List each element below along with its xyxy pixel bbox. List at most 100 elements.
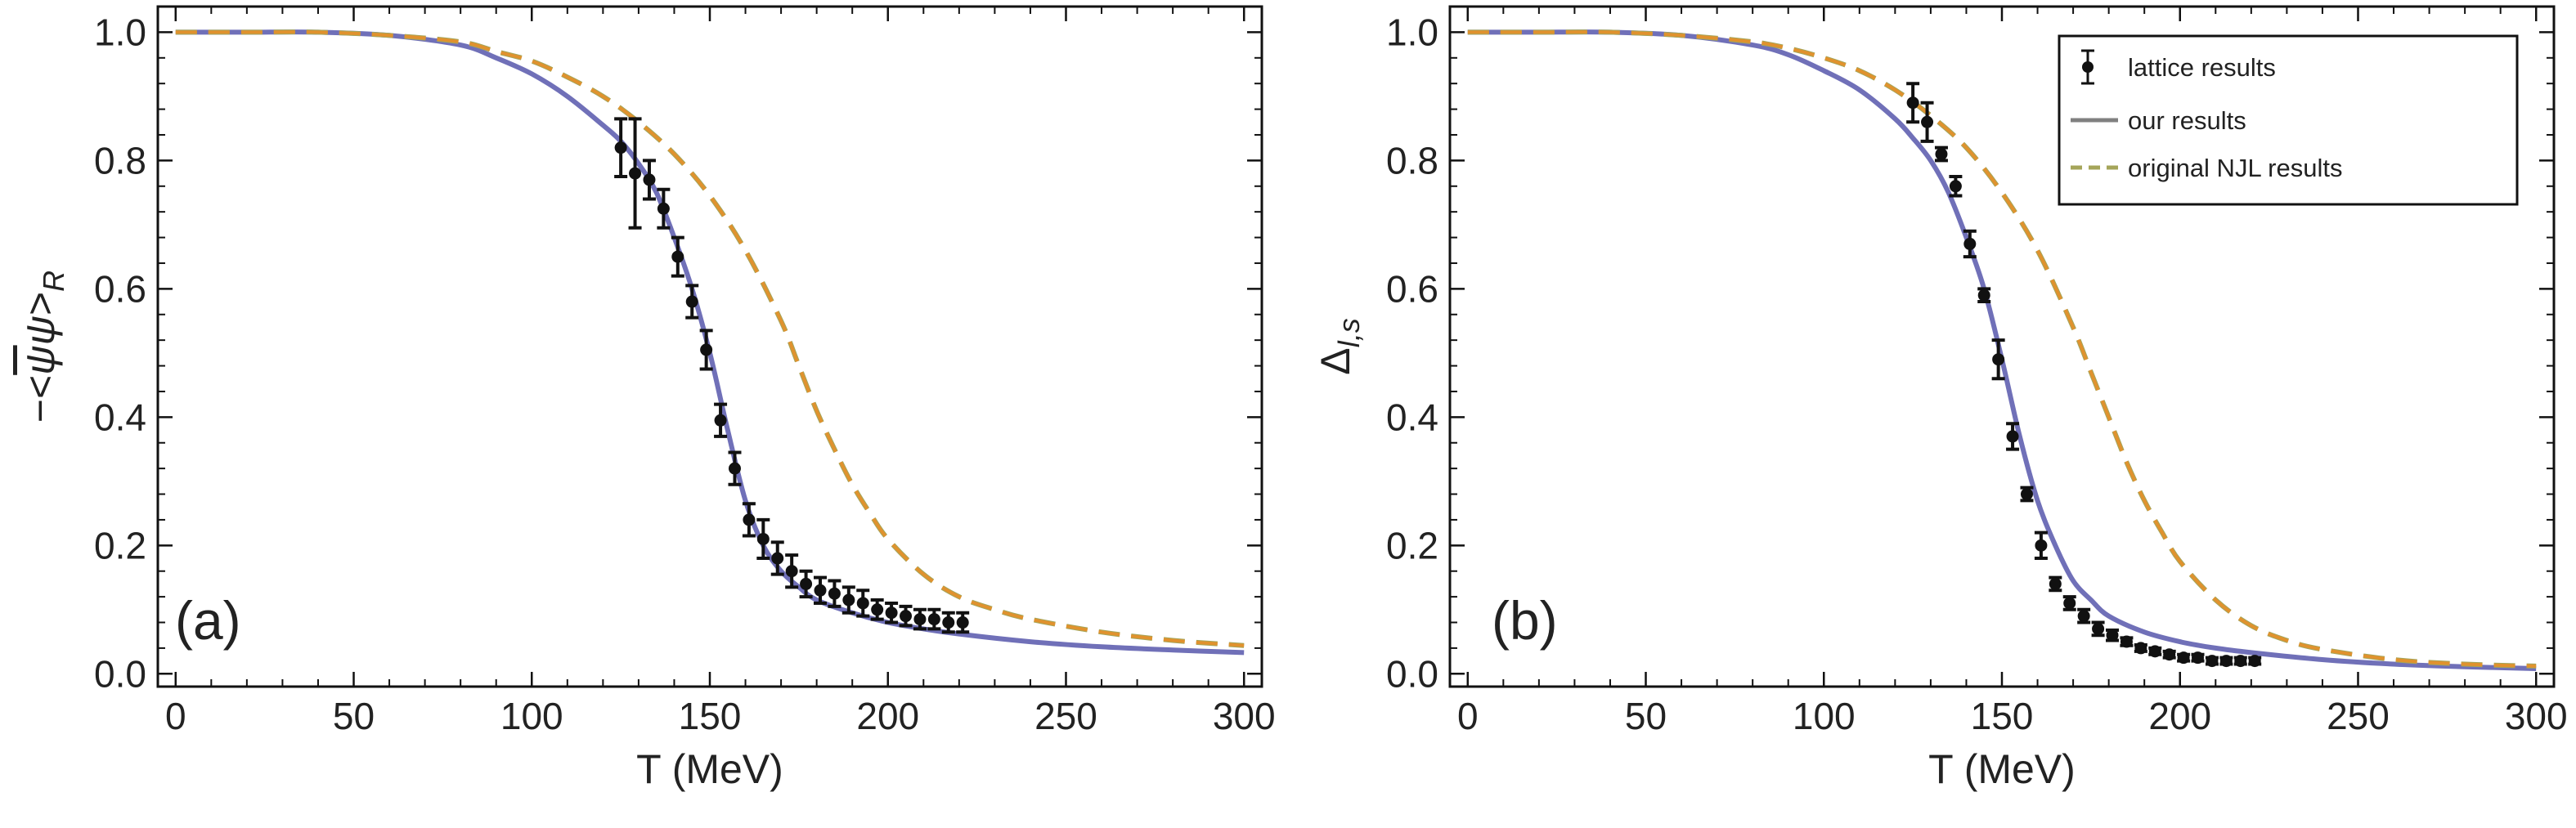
lattice-point (828, 587, 841, 600)
x-tick-label: 50 (1625, 695, 1667, 737)
legend-label-lattice: lattice results (2128, 53, 2276, 82)
lattice-point (2234, 655, 2247, 668)
y-tick-label: 0.2 (94, 524, 146, 566)
lattice-point (629, 167, 642, 180)
legend-entry-our: our results (2071, 106, 2246, 135)
x-tick-label: 200 (856, 695, 919, 737)
lattice-point (1921, 115, 1934, 128)
lattice-point (1963, 237, 1977, 250)
lattice-point (2092, 622, 2105, 635)
lattice-point (2106, 629, 2119, 642)
lattice-point (728, 462, 741, 475)
our-results-curve (175, 29, 1245, 656)
x-tick-label: 200 (2148, 695, 2211, 737)
lattice-point (714, 414, 727, 427)
lattice-points-a (614, 117, 970, 634)
lattice-point (700, 343, 713, 356)
lattice-point (2134, 642, 2147, 655)
y-tick-label: 0.8 (1386, 139, 1438, 181)
lattice-point (1949, 180, 1962, 193)
curves-a (175, 29, 1245, 656)
legend-label-our: our results (2128, 106, 2246, 135)
x-tick-label: 100 (500, 695, 563, 737)
y-tick-label: 0.0 (1386, 652, 1438, 695)
x-tick-label: 100 (1793, 695, 1856, 737)
x-tick-label: 0 (1457, 695, 1479, 737)
ticks-a: 0 50 100 150 200 250 300 0.0 0.2 0.4 0.6 0.8 1.0 (94, 7, 1276, 737)
lattice-point (871, 603, 884, 616)
lattice-point (756, 532, 770, 545)
legend-entry-lattice: lattice results (2081, 49, 2276, 85)
lattice-point (643, 173, 656, 186)
lattice-point (771, 552, 784, 565)
lattice-point (2177, 651, 2190, 665)
lattice-point (814, 584, 827, 597)
lattice-point (2006, 430, 2019, 443)
y-tick-label: 0.2 (1386, 524, 1438, 566)
lattice-point (2077, 610, 2090, 623)
lattice-point (2163, 648, 2176, 661)
ticks-b: 0 50 100 150 200 250 300 0.0 0.2 0.4 0.6 0.8 1.0 (1386, 7, 2568, 737)
lattice-point (2035, 539, 2048, 552)
panel-label-a: (a) (175, 590, 241, 651)
lattice-point (2206, 655, 2219, 668)
lattice-point (2192, 651, 2205, 665)
y-tick-label: 0.6 (1386, 267, 1438, 310)
lattice-point (2219, 655, 2233, 668)
y-tick-label: 1.0 (94, 11, 146, 53)
x-axis-label-b: T (MeV) (1928, 746, 2076, 792)
x-tick-label: 150 (1971, 695, 2034, 737)
y-tick-label: 0.0 (94, 652, 146, 695)
legend-entry-njl: original NJL results (2071, 154, 2342, 182)
njl-results-curve (175, 30, 1245, 647)
y-axis-label-a-text: −<ψψ>R (17, 271, 70, 423)
x-tick-label: 250 (2327, 695, 2390, 737)
lattice-point (671, 250, 684, 263)
lattice-point (800, 577, 813, 590)
lattice-point (1992, 353, 2005, 366)
lattice-point (2248, 655, 2261, 668)
x-tick-label: 300 (2505, 695, 2568, 737)
x-tick-label: 0 (165, 695, 186, 737)
panel-b: 0 50 100 150 200 250 300 0.0 0.2 0.4 0.6 0.8 1.0 (b)… (1313, 5, 2568, 792)
x-tick-label: 150 (679, 695, 742, 737)
lattice-point (842, 593, 855, 606)
y-axis-label-b: Δl,s (1313, 318, 1366, 374)
lattice-point (657, 202, 670, 215)
lattice-point (956, 616, 969, 629)
panel-label-b: (b) (1492, 590, 1558, 651)
lattice-point (1906, 96, 1919, 110)
lattice-points-b (1906, 82, 2262, 668)
x-tick-label: 50 (333, 695, 375, 737)
panel-a: 0 50 100 150 200 250 300 0.0 0.2 0.4 0.6 0.8 1.0 (a)… (17, 5, 1276, 792)
lattice-point (1935, 148, 1948, 161)
lattice-point (614, 141, 627, 154)
lattice-point (2063, 597, 2076, 610)
lattice-point (900, 610, 913, 623)
x-axis-label-a: T (MeV) (636, 746, 783, 792)
lattice-point (685, 295, 698, 308)
lattice-point (785, 565, 798, 578)
lattice-point (2148, 645, 2161, 658)
y-axis-label-b-text: Δl,s (1313, 318, 1366, 374)
lattice-point (743, 513, 756, 526)
lattice-point (2120, 635, 2133, 648)
lattice-point (927, 613, 940, 626)
y-tick-label: 1.0 (1386, 11, 1438, 53)
y-axis-label-a: −<ψψ>R (17, 271, 70, 423)
lattice-point (2049, 577, 2062, 590)
legend-point-marker (2082, 61, 2094, 73)
y-tick-label: 0.4 (94, 396, 146, 438)
legend-box (2058, 34, 2519, 206)
lattice-point (2020, 488, 2033, 501)
legend: lattice results our results original NJL… (2058, 34, 2519, 206)
njl-results-curve-shadow (175, 29, 1245, 648)
y-tick-label: 0.8 (94, 139, 146, 181)
x-tick-label: 250 (1034, 695, 1097, 737)
lattice-point (1977, 289, 1990, 302)
x-tick-label: 300 (1213, 695, 1276, 737)
lattice-point (942, 616, 955, 629)
lattice-point (885, 606, 898, 620)
y-tick-label: 0.4 (1386, 396, 1438, 438)
